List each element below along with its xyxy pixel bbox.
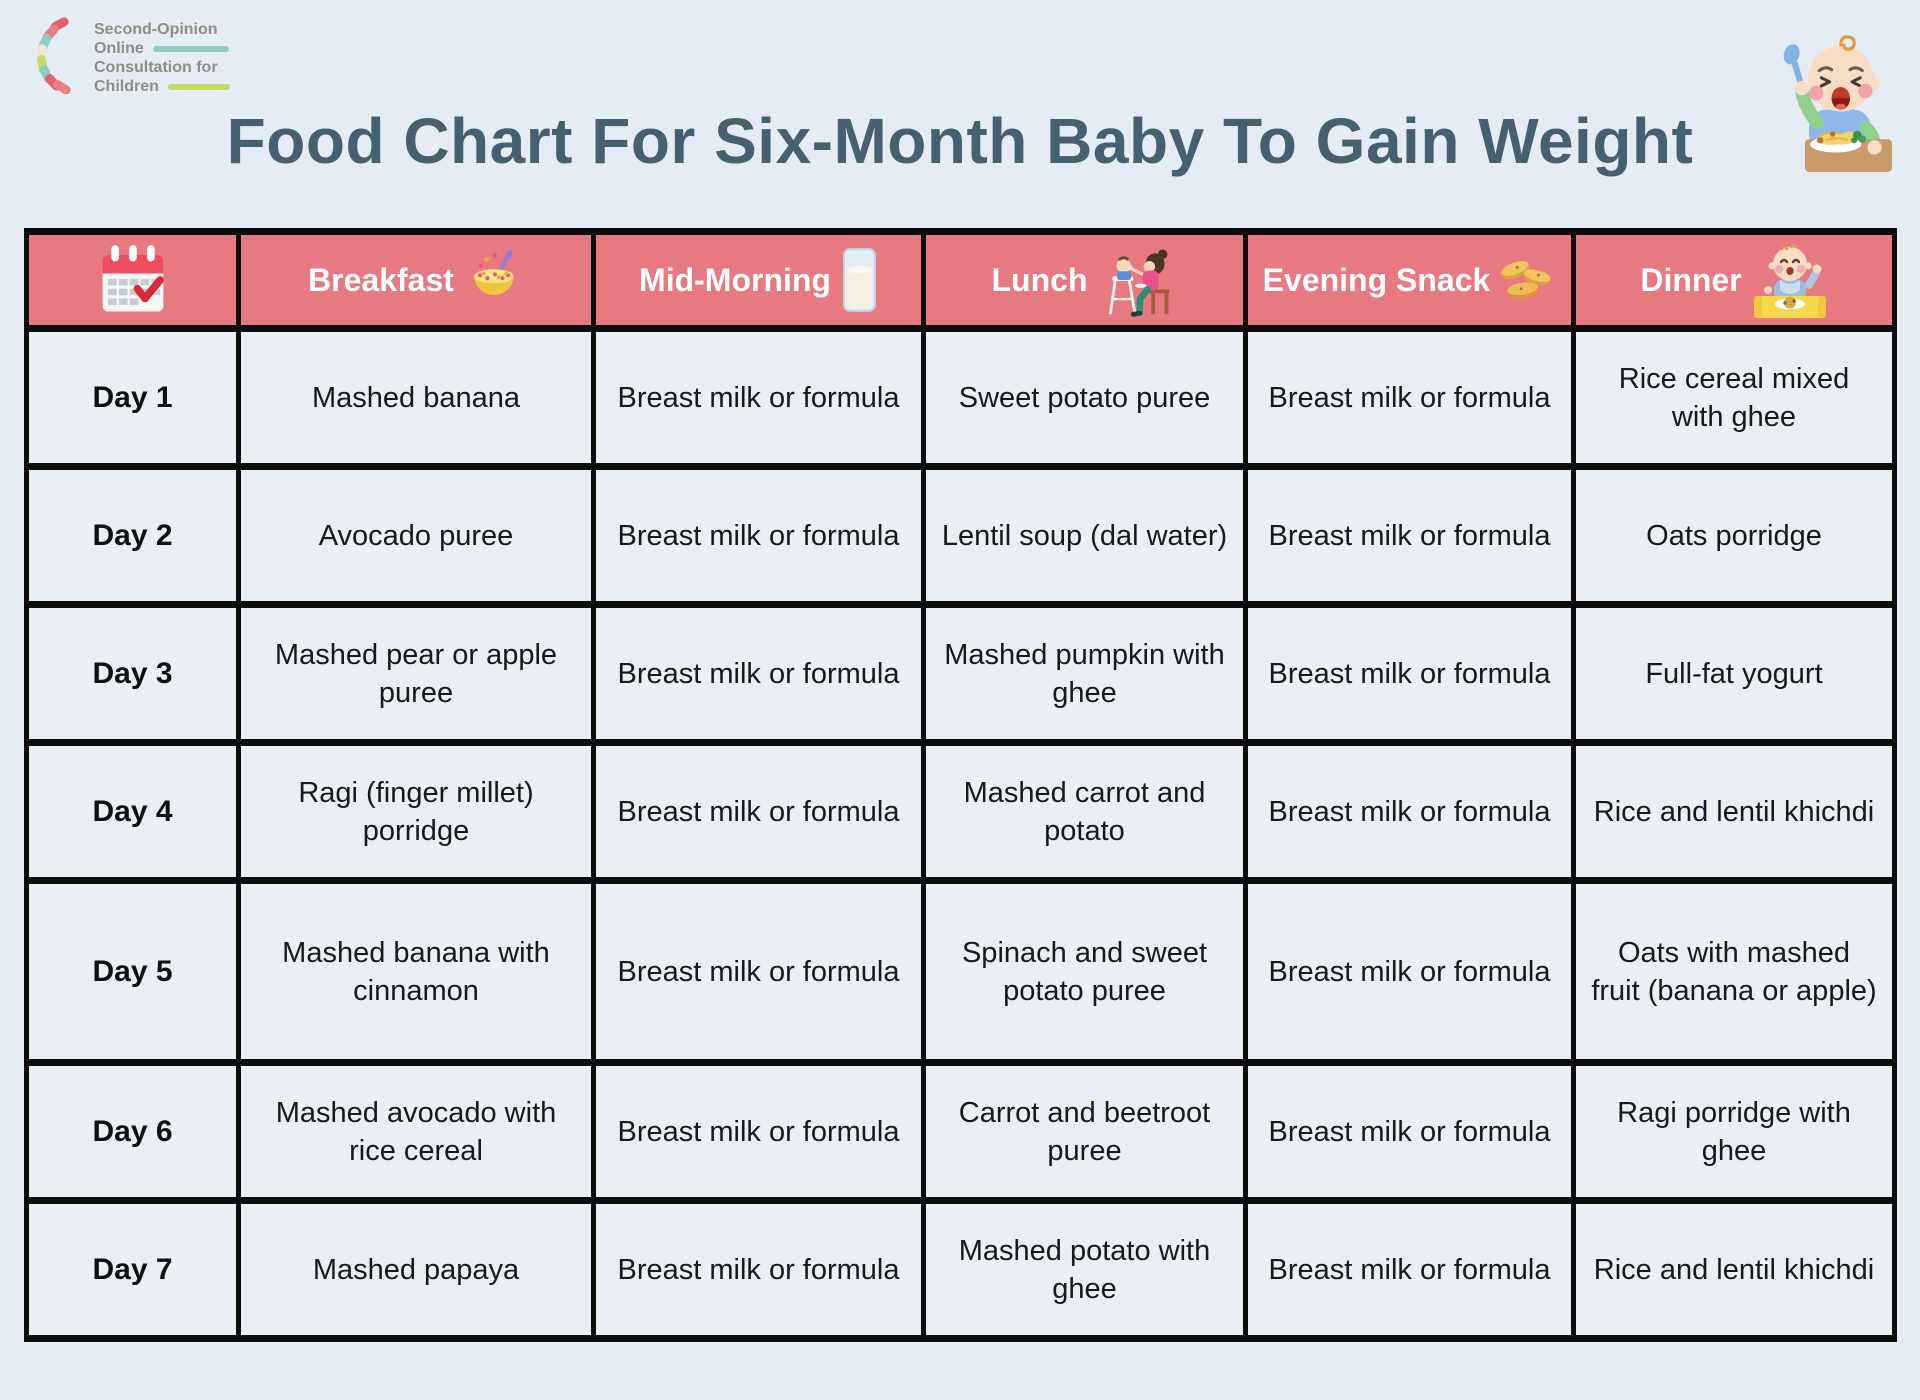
day-cell: Day 3 xyxy=(24,601,241,746)
day-cell: Day 7 xyxy=(24,1197,241,1342)
page-title: Food Chart For Six-Month Baby To Gain We… xyxy=(226,105,1694,177)
mid-morning-cell: Breast milk or formula xyxy=(591,463,926,608)
brand-line: Children xyxy=(94,78,159,95)
header-label: Dinner xyxy=(1640,261,1742,298)
header-label: Evening Snack xyxy=(1262,261,1491,298)
evening-snack-cell: Breast milk or formula xyxy=(1243,601,1576,746)
breakfast-cell: Mashed avocado with rice cereal xyxy=(236,1059,596,1204)
header-day xyxy=(24,228,241,332)
evening-snack-cell: Breast milk or formula xyxy=(1243,739,1576,884)
table-row: Day 4 Ragi (finger millet) porridge Brea… xyxy=(24,739,1897,884)
breakfast-cell: Mashed pear or apple puree xyxy=(236,601,596,746)
mid-morning-cell: Breast milk or formula xyxy=(591,601,926,746)
table-row: Day 5 Mashed banana with cinnamon Breast… xyxy=(24,877,1897,1066)
dinner-cell: Rice and lentil khichdi xyxy=(1571,739,1897,884)
day-cell: Day 6 xyxy=(24,1059,241,1204)
title-row: Food Chart For Six-Month Baby To Gain We… xyxy=(0,104,1920,178)
header-evening-snack: Evening Snack xyxy=(1243,228,1576,332)
mid-morning-cell: Breast milk or formula xyxy=(591,877,926,1066)
day-cell: Day 4 xyxy=(24,739,241,884)
brand-line: Consultation for xyxy=(94,59,218,76)
header-dinner: Dinner xyxy=(1571,228,1897,332)
lunch-cell: Carrot and beetroot puree xyxy=(921,1059,1248,1204)
calendar-icon xyxy=(102,245,164,312)
mid-morning-cell: Breast milk or formula xyxy=(591,739,926,884)
header-label: Mid-Morning xyxy=(639,261,831,298)
dinner-cell: Rice and lentil khichdi xyxy=(1571,1197,1897,1342)
pancakes-icon xyxy=(1501,261,1551,299)
brand-logo: Second-Opinion Online Consultation for C… xyxy=(28,16,230,96)
header-label: Lunch xyxy=(991,261,1088,298)
header-row: Breakfast xyxy=(24,228,1897,332)
dinner-cell: Rice cereal mixed with ghee xyxy=(1571,325,1897,470)
breakfast-cell: Mashed banana with cinnamon xyxy=(236,877,596,1066)
baby-at-table-icon xyxy=(1753,243,1826,318)
breakfast-cell: Mashed papaya xyxy=(236,1197,596,1342)
lunch-cell: Mashed pumpkin with ghee xyxy=(921,601,1248,746)
lunch-cell: Spinach and sweet potato puree xyxy=(921,877,1248,1066)
cereal-bowl-icon xyxy=(474,250,514,295)
table-row: Day 3 Mashed pear or apple puree Breast … xyxy=(24,601,1897,746)
header-label: Breakfast xyxy=(308,261,454,298)
mid-morning-cell: Breast milk or formula xyxy=(591,325,926,470)
day-cell: Day 2 xyxy=(24,463,241,608)
dinner-cell: Ragi porridge with ghee xyxy=(1571,1059,1897,1204)
lunch-cell: Mashed carrot and potato xyxy=(921,739,1248,884)
breakfast-cell: Avocado puree xyxy=(236,463,596,608)
milk-glass-icon xyxy=(843,248,876,312)
evening-snack-cell: Breast milk or formula xyxy=(1243,1059,1576,1204)
breakfast-cell: Ragi (finger millet) porridge xyxy=(236,739,596,884)
mid-morning-cell: Breast milk or formula xyxy=(591,1197,926,1342)
brand-underline-teal xyxy=(152,45,229,52)
mother-feeding-baby-icon xyxy=(1109,249,1170,317)
dinner-cell: Full-fat yogurt xyxy=(1571,601,1897,746)
food-chart-table: Breakfast xyxy=(24,228,1897,1342)
dinner-cell: Oats with mashed fruit (banana or apple) xyxy=(1571,877,1897,1066)
brand-underline-green xyxy=(167,83,230,90)
evening-snack-cell: Breast milk or formula xyxy=(1243,325,1576,470)
header-breakfast: Breakfast xyxy=(236,228,596,332)
table-row: Day 7 Mashed papaya Breast milk or formu… xyxy=(24,1197,1897,1342)
lunch-cell: Sweet potato puree xyxy=(921,325,1248,470)
evening-snack-cell: Breast milk or formula xyxy=(1243,877,1576,1066)
table-row: Day 1 Mashed banana Breast milk or formu… xyxy=(24,325,1897,470)
brand-arc-icon xyxy=(36,17,71,94)
brand-line: Online xyxy=(94,40,144,57)
lunch-cell: Lentil soup (dal water) xyxy=(921,463,1248,608)
dinner-cell: Oats porridge xyxy=(1571,463,1897,608)
evening-snack-cell: Breast milk or formula xyxy=(1243,463,1576,608)
fussy-baby-eating-icon xyxy=(1783,35,1892,172)
table-row: Day 2 Avocado puree Breast milk or formu… xyxy=(24,463,1897,608)
brand-line: Second-Opinion xyxy=(94,21,218,38)
evening-snack-cell: Breast milk or formula xyxy=(1243,1197,1576,1342)
table-row: Day 6 Mashed avocado with rice cereal Br… xyxy=(24,1059,1897,1204)
brand-name: Second-Opinion Online Consultation for C… xyxy=(94,16,230,96)
mid-morning-cell: Breast milk or formula xyxy=(591,1059,926,1204)
day-cell: Day 1 xyxy=(24,325,241,470)
day-cell: Day 5 xyxy=(24,877,241,1066)
lunch-cell: Mashed potato with ghee xyxy=(921,1197,1248,1342)
breakfast-cell: Mashed banana xyxy=(236,325,596,470)
header-lunch: Lunch xyxy=(921,228,1248,332)
header-mid-morning: Mid-Morning xyxy=(591,228,926,332)
